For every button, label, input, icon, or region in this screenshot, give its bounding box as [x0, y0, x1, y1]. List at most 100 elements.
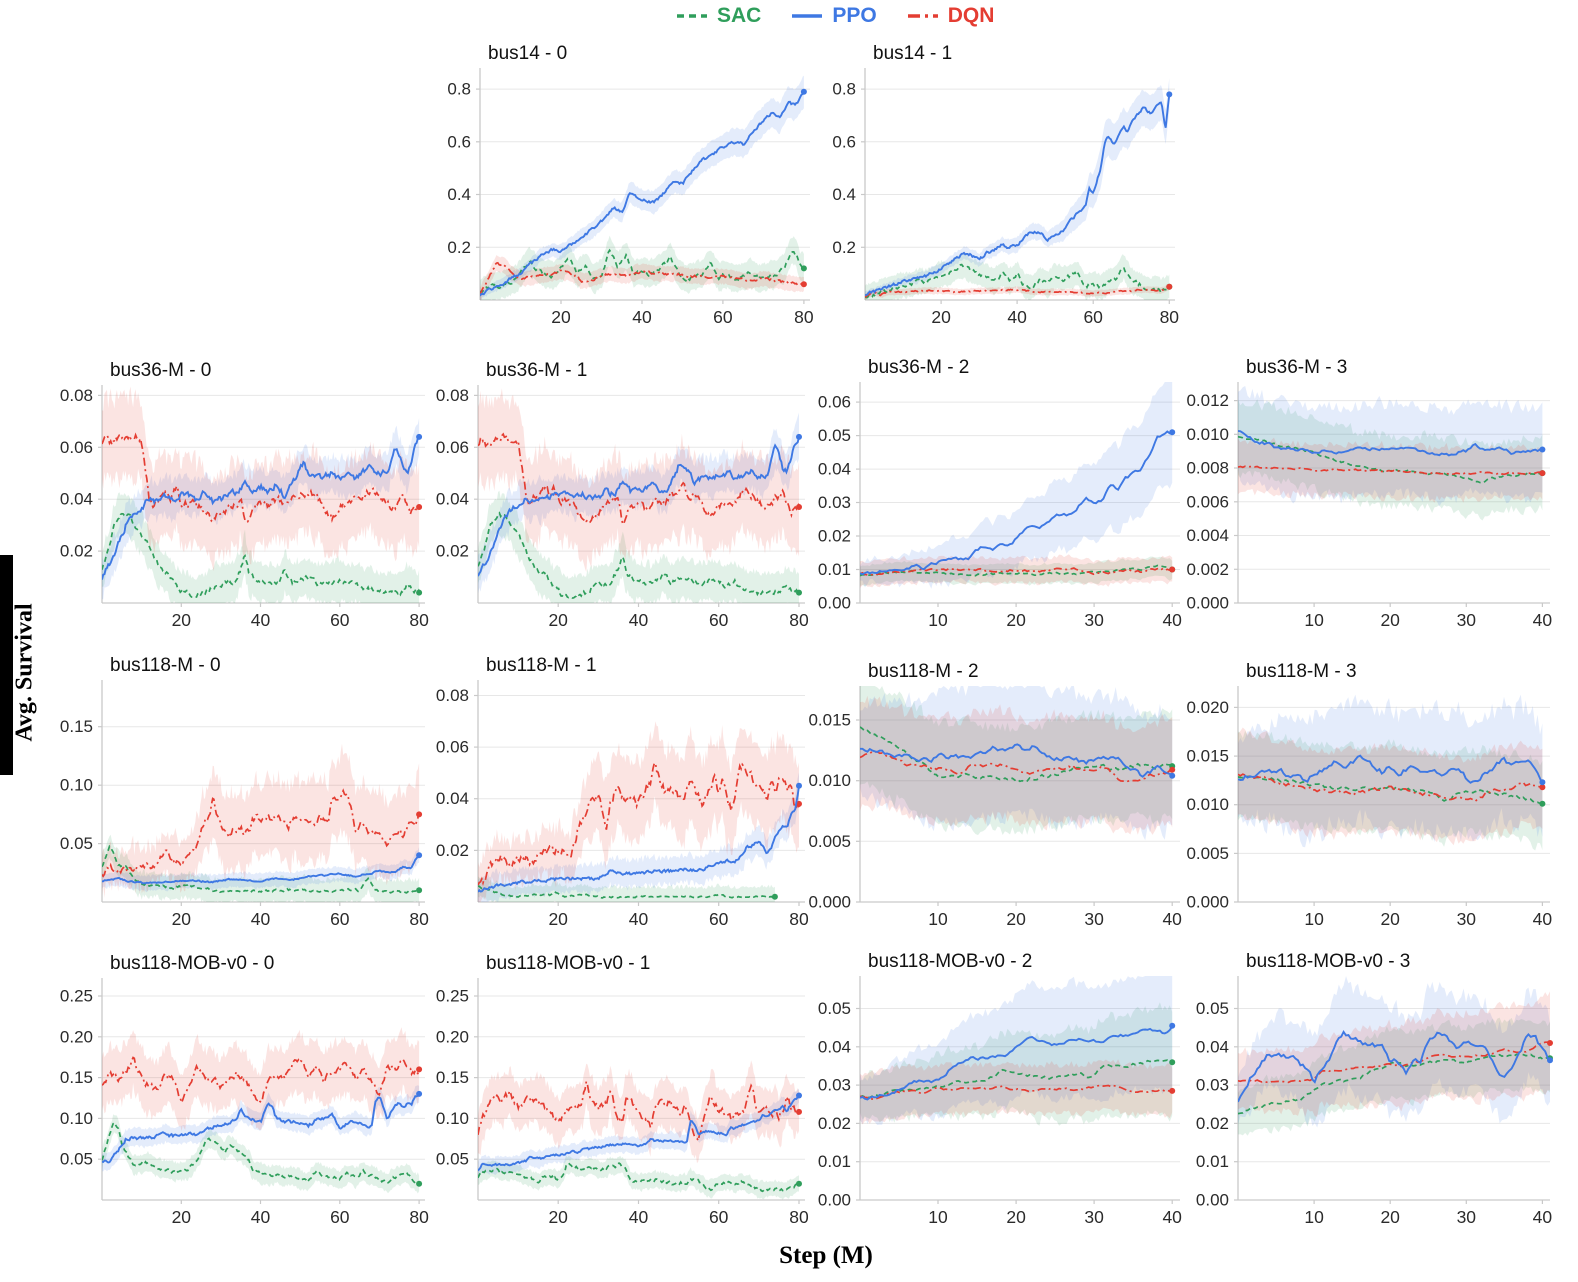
- chart-bus118-MOB-v0-2: 0.00 0.01 0.02 0.03 0.04 0.05 10 20 30 40 bus118-M…: [796, 942, 1194, 1232]
- svg-text:0.03: 0.03: [1196, 1076, 1229, 1095]
- svg-text:0.05: 0.05: [818, 999, 851, 1018]
- svg-text:0.2: 0.2: [447, 238, 471, 257]
- svg-text:0.10: 0.10: [436, 1109, 469, 1128]
- svg-text:bus36-M - 3: bus36-M - 3: [1246, 357, 1347, 378]
- legend-item-sac: SAC: [676, 4, 761, 28]
- y-axis-black-marker-bar: [0, 555, 13, 775]
- svg-text:0.01: 0.01: [818, 1152, 851, 1171]
- svg-text:0.04: 0.04: [60, 490, 93, 509]
- legend-label-sac: SAC: [717, 4, 762, 27]
- svg-text:bus36-M - 1: bus36-M - 1: [486, 360, 587, 381]
- chart-bus118-MOB-v0-0: 0.05 0.10 0.15 0.20 0.25 20 40 60 80 bus118-MOB-v…: [38, 944, 439, 1232]
- svg-text:0.15: 0.15: [436, 1068, 469, 1087]
- svg-text:20: 20: [548, 909, 568, 929]
- chart-bus36-M-3: 0.000 0.002 0.004 0.006 0.008 0.010 0.012 10 20 3…: [1174, 348, 1564, 635]
- svg-text:0.04: 0.04: [436, 789, 469, 808]
- legend-label-dqn: DQN: [947, 4, 995, 27]
- svg-text:bus118-M - 2: bus118-M - 2: [868, 661, 979, 682]
- svg-text:0.06: 0.06: [818, 393, 851, 412]
- chart-svg-bus118-M-1: 0.02 0.04 0.06 0.08 20 40 60 80 bus118-M - 1: [436, 655, 809, 929]
- svg-text:0.008: 0.008: [1186, 459, 1229, 478]
- svg-text:40: 40: [1162, 1207, 1182, 1227]
- svg-text:40: 40: [629, 1207, 649, 1227]
- chart-svg-bus118-M-0: 0.05 0.10 0.15 20 40 60 80 bus118-M - 0: [60, 655, 429, 929]
- chart-svg-bus14-0: 0.2 0.4 0.6 0.8 20 40 60 80 bus14 - 0: [447, 43, 814, 327]
- svg-text:0.05: 0.05: [436, 1150, 469, 1169]
- svg-text:60: 60: [330, 909, 350, 929]
- svg-text:80: 80: [794, 307, 814, 327]
- svg-text:60: 60: [713, 307, 733, 327]
- svg-text:80: 80: [789, 909, 809, 929]
- svg-text:0.15: 0.15: [60, 1068, 93, 1087]
- svg-text:0.01: 0.01: [818, 560, 851, 579]
- svg-text:0.8: 0.8: [832, 80, 856, 99]
- svg-text:20: 20: [1380, 909, 1400, 929]
- svg-text:40: 40: [251, 1207, 271, 1227]
- svg-text:20: 20: [1380, 1207, 1400, 1227]
- chart-bus14-1: 0.2 0.4 0.6 0.8 20 40 60 80 bus14 - 1: [801, 34, 1189, 332]
- svg-text:10: 10: [928, 1207, 948, 1227]
- legend-label-ppo: PPO: [832, 4, 877, 27]
- svg-text:0.010: 0.010: [1186, 795, 1229, 814]
- chart-bus36-M-0: 0.02 0.04 0.06 0.08 20 40 60 80 bus36-M - 0: [38, 351, 439, 635]
- svg-text:0.005: 0.005: [808, 832, 851, 851]
- svg-text:30: 30: [1084, 909, 1104, 929]
- svg-text:10: 10: [1304, 610, 1324, 630]
- svg-text:10: 10: [928, 909, 948, 929]
- svg-text:0.8: 0.8: [447, 80, 471, 99]
- svg-text:0.02: 0.02: [60, 542, 93, 561]
- chart-bus14-0: 0.2 0.4 0.6 0.8 20 40 60 80 bus14 - 0: [416, 34, 824, 332]
- svg-text:bus118-M - 0: bus118-M - 0: [110, 655, 221, 676]
- svg-text:0.000: 0.000: [1186, 893, 1229, 912]
- x-axis-label: Step (M): [779, 1242, 873, 1269]
- chart-svg-bus14-1: 0.2 0.4 0.6 0.8 20 40 60 80 bus14 - 1: [832, 43, 1180, 327]
- svg-text:20: 20: [1006, 1207, 1026, 1227]
- svg-text:0.03: 0.03: [818, 493, 851, 512]
- svg-text:0.03: 0.03: [818, 1076, 851, 1095]
- chart-svg-bus118-MOB-v0-0: 0.05 0.10 0.15 0.20 0.25 20 40 60 80 bus118-MOB-v…: [60, 953, 429, 1227]
- svg-text:20: 20: [551, 307, 571, 327]
- svg-text:40: 40: [251, 610, 271, 630]
- svg-text:0.004: 0.004: [1186, 526, 1229, 545]
- svg-text:0.6: 0.6: [447, 132, 471, 151]
- svg-text:0.020: 0.020: [1186, 698, 1229, 717]
- chart-bus36-M-2: 0.00 0.01 0.02 0.03 0.04 0.05 0.06 10 20 30 40 bus3…: [796, 348, 1194, 635]
- svg-text:0.4: 0.4: [832, 185, 856, 204]
- svg-text:80: 80: [1160, 307, 1180, 327]
- svg-text:0.02: 0.02: [1196, 1114, 1229, 1133]
- chart-svg-bus118-M-2: 0.000 0.005 0.010 0.015 10 20 30 40 bus118-M - 2: [808, 661, 1182, 929]
- svg-text:40: 40: [1533, 1207, 1553, 1227]
- svg-text:bus118-MOB-v0 - 0: bus118-MOB-v0 - 0: [110, 953, 274, 974]
- chart-svg-bus118-MOB-v0-2: 0.00 0.01 0.02 0.03 0.04 0.05 10 20 30 40 bus118-M…: [818, 951, 1182, 1227]
- svg-text:40: 40: [1162, 610, 1182, 630]
- chart-svg-bus36-M-2: 0.00 0.01 0.02 0.03 0.04 0.05 0.06 10 20 30 40 bus3…: [818, 357, 1182, 630]
- chart-svg-bus118-MOB-v0-3: 0.00 0.01 0.02 0.03 0.04 0.05 10 20 30 40 bus118-M…: [1196, 951, 1553, 1227]
- svg-text:30: 30: [1084, 610, 1104, 630]
- sac-line-sample-icon: [677, 14, 707, 18]
- svg-text:0.000: 0.000: [808, 893, 851, 912]
- svg-text:0.010: 0.010: [808, 771, 851, 790]
- svg-text:0.04: 0.04: [1196, 1037, 1229, 1056]
- svg-text:60: 60: [330, 610, 350, 630]
- svg-text:20: 20: [172, 909, 192, 929]
- svg-text:0.02: 0.02: [436, 841, 469, 860]
- svg-text:0.08: 0.08: [436, 686, 469, 705]
- chart-bus118-M-2: 0.000 0.005 0.010 0.015 10 20 30 40 bus118-M - 2: [796, 652, 1194, 934]
- svg-text:20: 20: [1380, 610, 1400, 630]
- chart-bus36-M-1: 0.02 0.04 0.06 0.08 20 40 60 80 bus36-M - 1: [414, 351, 819, 635]
- svg-text:0.012: 0.012: [1186, 391, 1229, 410]
- svg-text:bus118-MOB-v0 - 1: bus118-MOB-v0 - 1: [486, 953, 650, 974]
- svg-text:0.015: 0.015: [808, 711, 851, 730]
- svg-text:0.005: 0.005: [1186, 844, 1229, 863]
- svg-text:0.000: 0.000: [1186, 594, 1229, 613]
- chart-svg-bus118-MOB-v0-1: 0.05 0.10 0.15 0.20 0.25 20 40 60 80 bus118-MOB-v…: [436, 953, 809, 1227]
- svg-text:0.00: 0.00: [818, 594, 851, 613]
- svg-text:0.04: 0.04: [818, 1037, 851, 1056]
- svg-text:0.015: 0.015: [1186, 747, 1229, 766]
- svg-text:0.006: 0.006: [1186, 492, 1229, 511]
- svg-text:0.04: 0.04: [818, 460, 851, 479]
- svg-text:10: 10: [928, 610, 948, 630]
- svg-text:60: 60: [709, 909, 729, 929]
- svg-text:10: 10: [1304, 1207, 1324, 1227]
- svg-text:0.08: 0.08: [60, 386, 93, 405]
